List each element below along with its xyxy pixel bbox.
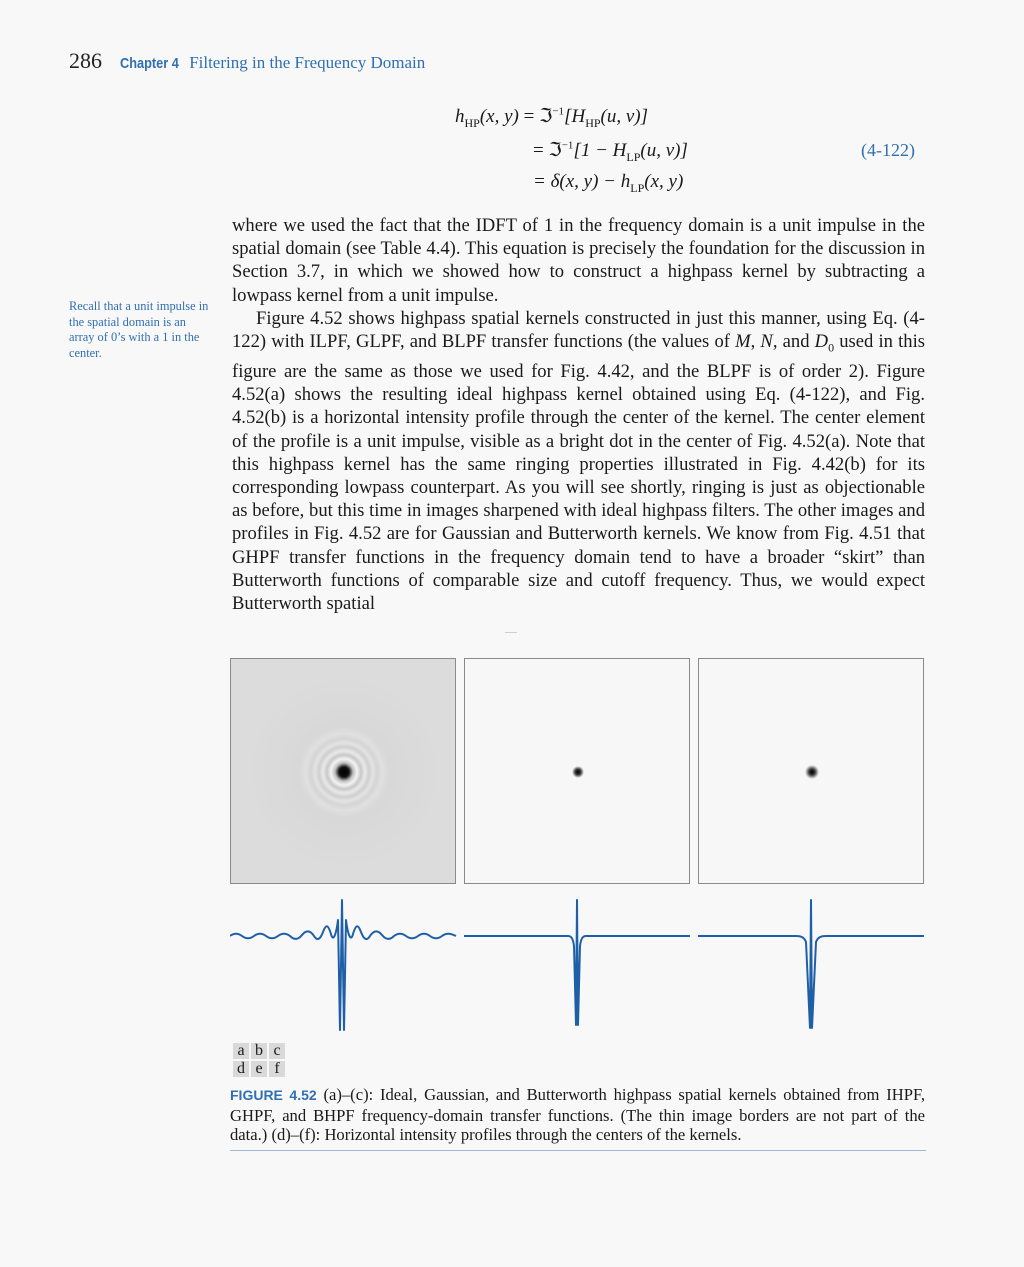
divider-mark [505, 632, 517, 633]
page-number: 286 [69, 48, 102, 73]
caption-rule [230, 1150, 926, 1151]
label-e: e [251, 1061, 267, 1077]
label-c: c [269, 1043, 285, 1059]
paragraph-1: where we used the fact that the IDFT of … [232, 215, 925, 306]
margin-note: Recall that a unit impulse in the spatia… [69, 299, 209, 360]
equation-line-1: hHP(x, y) = ℑ−1[HHP(u, v)] [455, 105, 649, 130]
figure-panel-a-ideal-kernel [230, 658, 456, 884]
figure-caption: FIGURE 4.52 (a)–(c): Ideal, Gaussian, an… [230, 1085, 925, 1145]
profile-d-ideal [229, 899, 457, 1031]
equation-line-2: = ℑ−1[1 − HLP(u, v)] [533, 139, 688, 164]
running-header: 286 Chapter 4 Filtering in the Frequency… [69, 48, 425, 74]
label-b: b [251, 1043, 267, 1059]
figure-profiles [229, 890, 926, 1040]
body-text: where we used the fact that the IDFT of … [232, 214, 925, 615]
caption-text: (a)–(c): Ideal, Gaussian, and Butterwort… [230, 1085, 925, 1144]
label-d: d [233, 1061, 249, 1077]
label-a: a [233, 1043, 249, 1059]
equation-line-3: = δ(x, y) − hLP(x, y) [533, 171, 684, 195]
label-f: f [269, 1061, 285, 1077]
profile-e-gaussian [464, 899, 690, 1026]
chapter-label: Chapter 4 [120, 55, 179, 72]
chapter-title: Filtering in the Frequency Domain [189, 53, 426, 72]
profile-f-butterworth [698, 899, 924, 1029]
figure-panel-b-gaussian-kernel [464, 658, 690, 884]
subfigure-label-grid: a b c d e f [231, 1041, 287, 1079]
figure-label: FIGURE 4.52 [230, 1087, 317, 1103]
equation-number: (4-122) [861, 140, 915, 160]
figure-panel-c-butterworth-kernel [698, 658, 924, 884]
paragraph-2: Figure 4.52 shows highpass spatial kerne… [232, 307, 925, 614]
